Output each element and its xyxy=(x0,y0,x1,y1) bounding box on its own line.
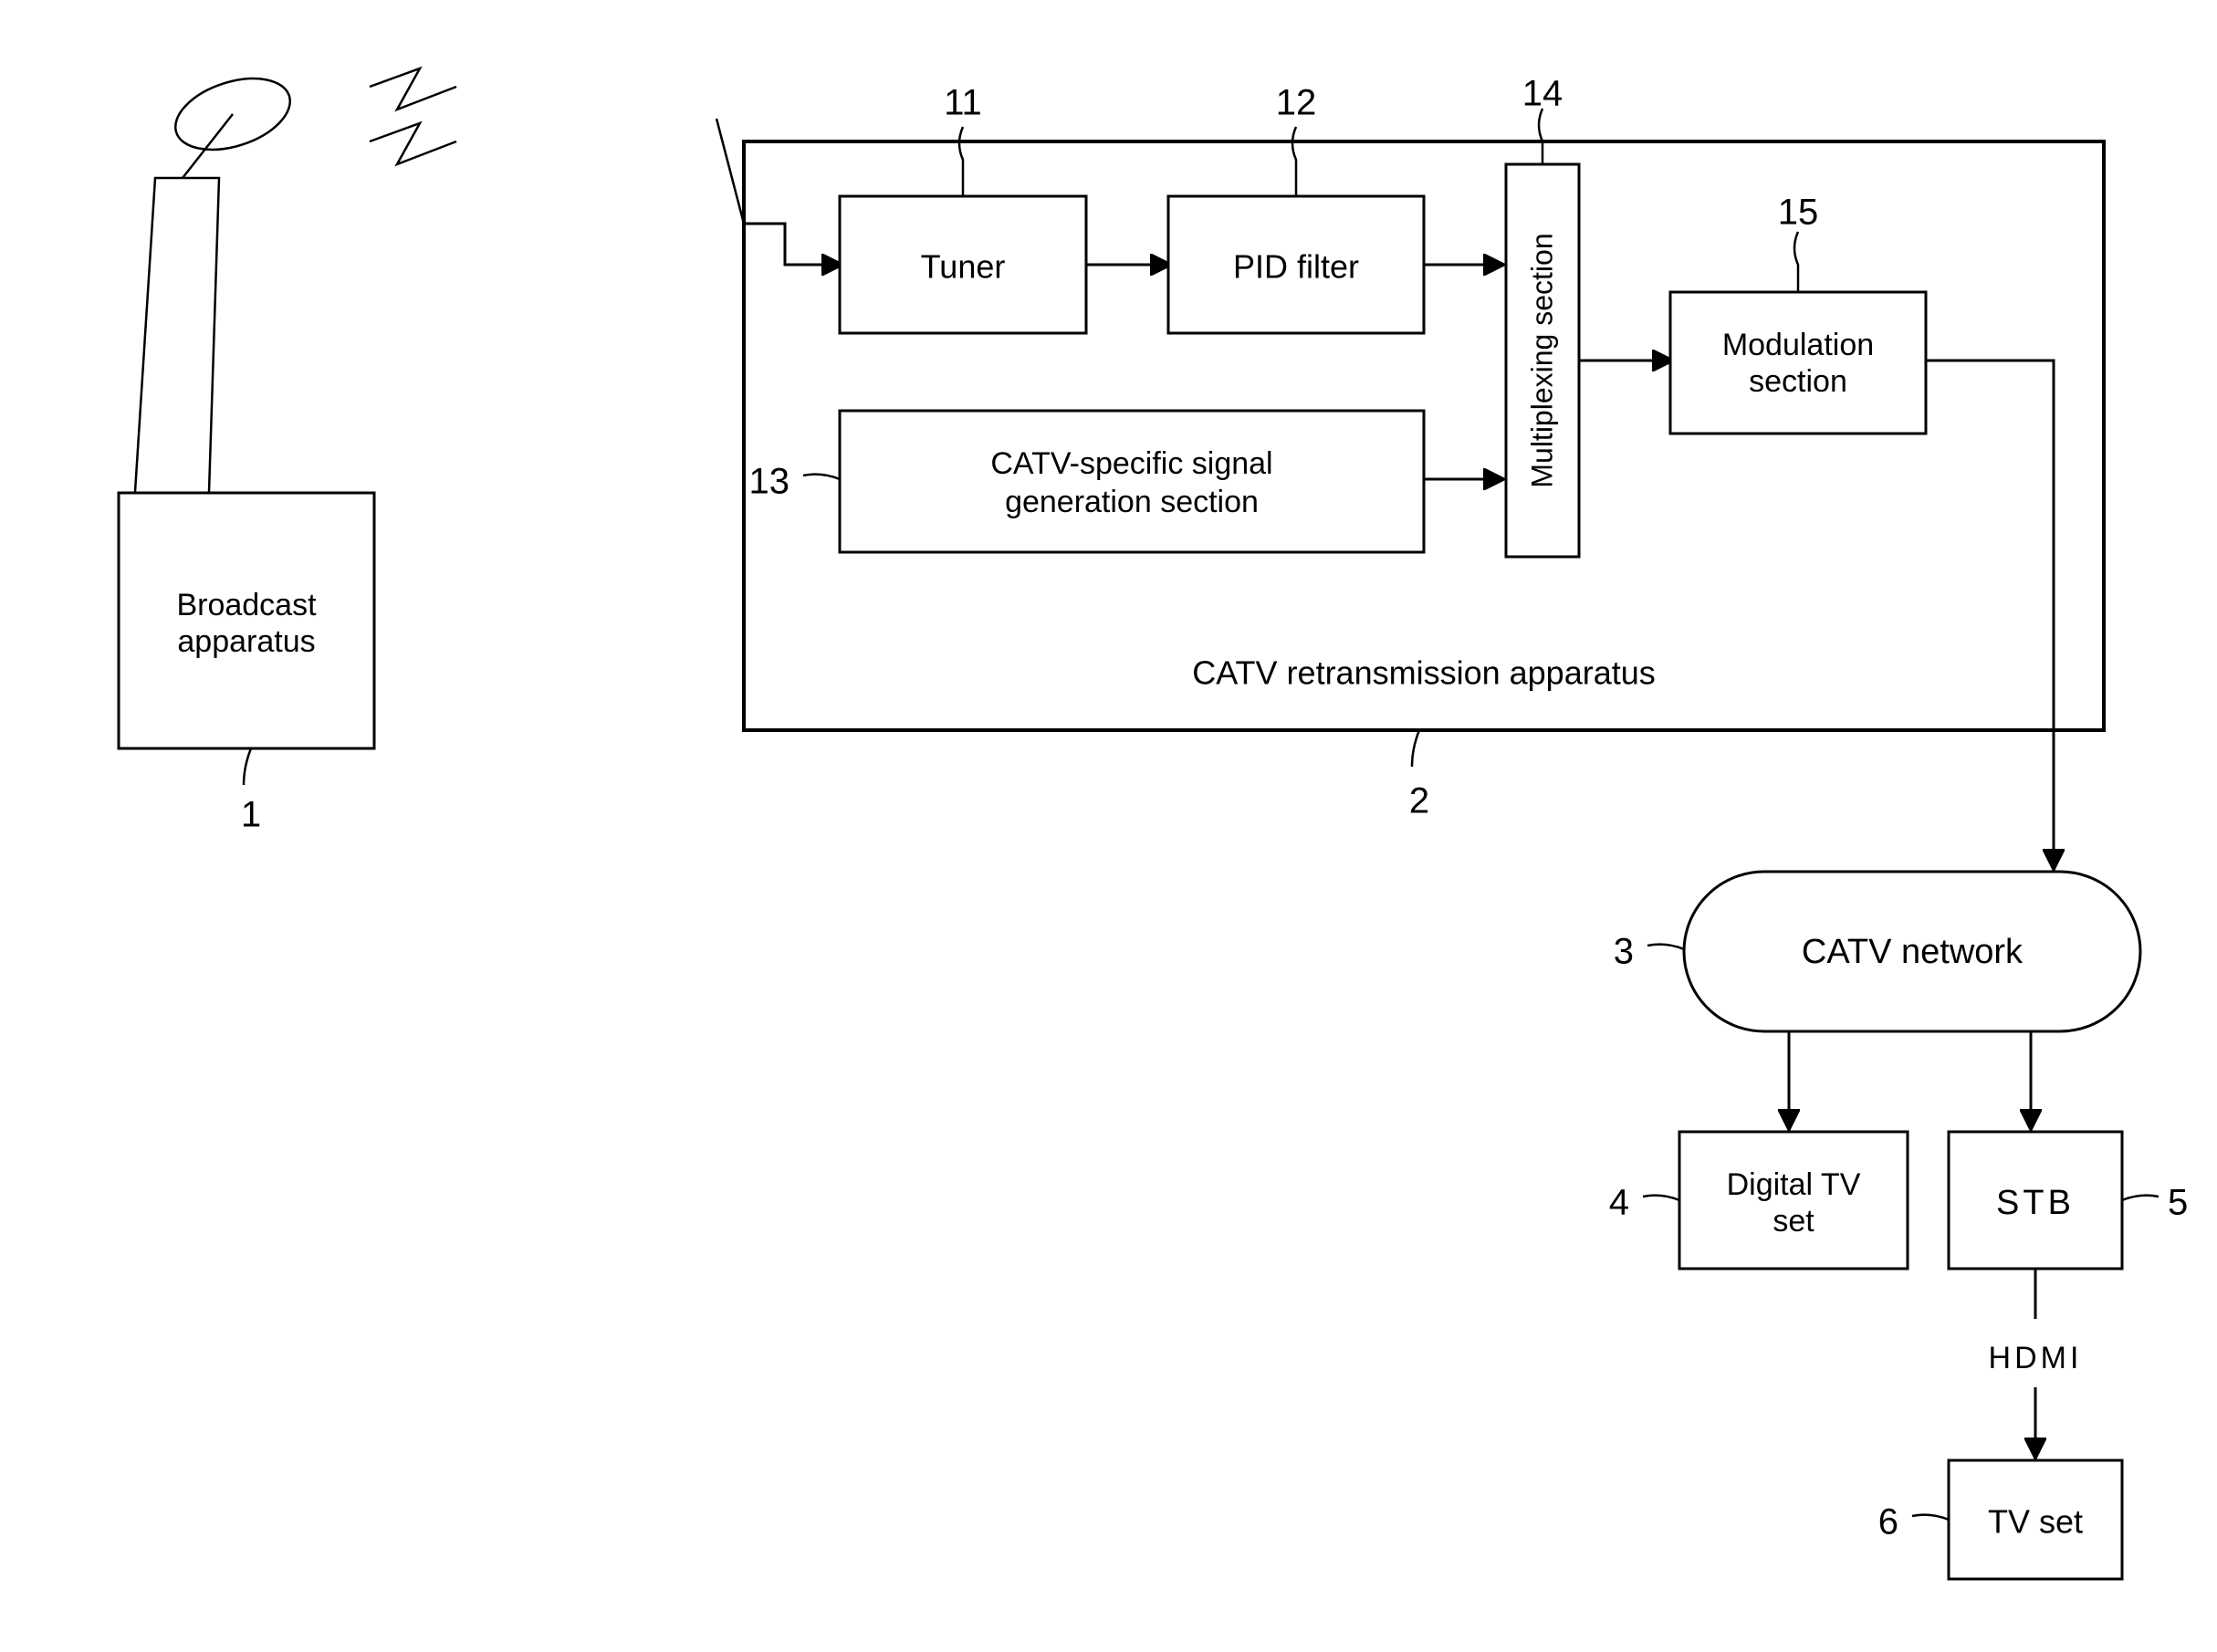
block-diagram: Broadcast apparatus 1 CATV retransmissio… xyxy=(0,0,2217,1652)
dtv-line1: Digital TV xyxy=(1727,1167,1861,1202)
num-15: 15 xyxy=(1778,193,1819,233)
mux-label: Multiplexing section xyxy=(1525,233,1558,487)
dtv-line2: set xyxy=(1773,1204,1814,1239)
mod-line1: Modulation xyxy=(1722,328,1874,362)
broadcast-line1: Broadcast xyxy=(176,588,317,622)
num-13: 13 xyxy=(749,462,790,502)
stb-label: STB xyxy=(1996,1184,2075,1222)
network-label: CATV network xyxy=(1802,933,2024,971)
num-6: 6 xyxy=(1878,1502,1898,1542)
pid-label: PID filter xyxy=(1233,248,1359,286)
catv-signal-gen-box xyxy=(840,411,1424,552)
modulation-section-box xyxy=(1670,292,1926,434)
tv-label: TV set xyxy=(1988,1503,2083,1541)
retrans-label: CATV retransmission apparatus xyxy=(1192,654,1656,692)
num-4: 4 xyxy=(1609,1183,1629,1223)
num-11: 11 xyxy=(944,83,982,123)
broadcast-line2: apparatus xyxy=(177,624,315,659)
num-1: 1 xyxy=(241,795,261,835)
hdmi-label: HDMI xyxy=(1989,1341,2083,1375)
num-3: 3 xyxy=(1614,932,1634,972)
catvsig-line1: CATV-specific signal xyxy=(990,446,1272,481)
antenna-pickup-icon xyxy=(716,119,744,224)
num-14: 14 xyxy=(1522,74,1563,114)
num-5: 5 xyxy=(2168,1183,2188,1223)
catvsig-line2: generation section xyxy=(1005,485,1259,519)
mod-line2: section xyxy=(1749,364,1847,399)
tuner-label: Tuner xyxy=(921,248,1006,286)
num-2: 2 xyxy=(1409,781,1429,821)
num-12: 12 xyxy=(1276,83,1317,123)
